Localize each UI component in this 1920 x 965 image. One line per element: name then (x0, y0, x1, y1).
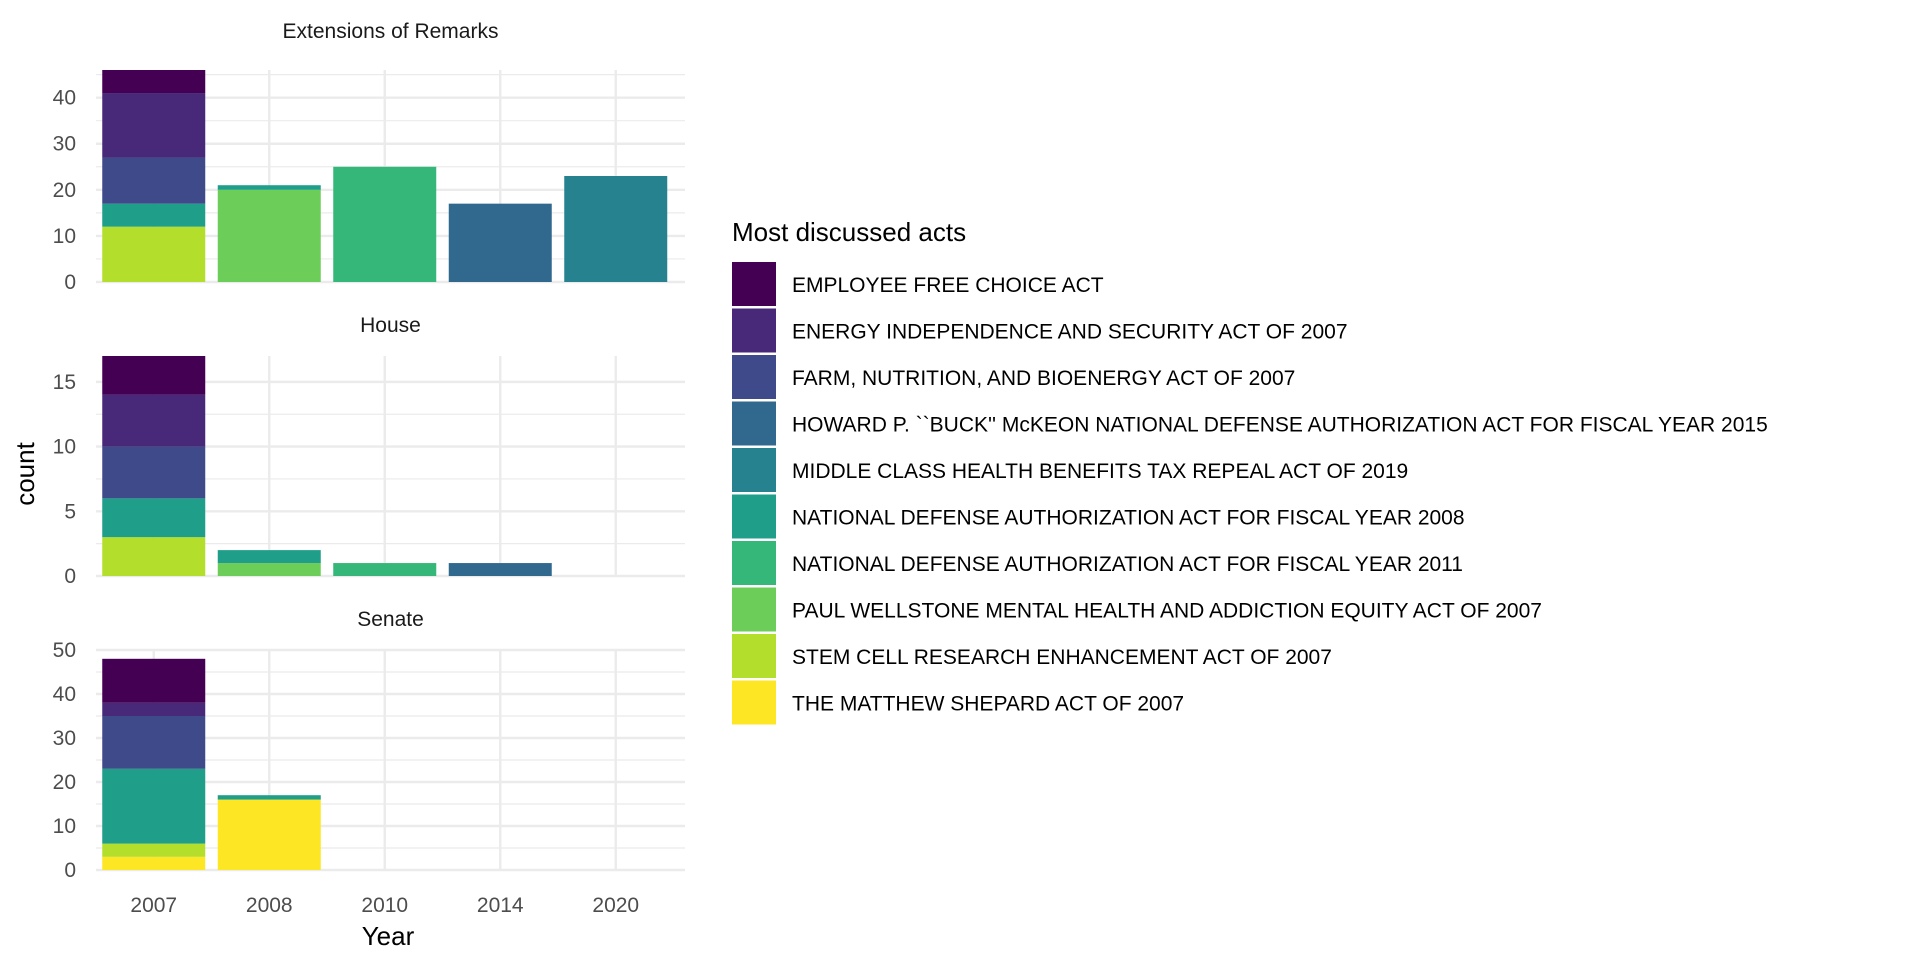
legend-label: HOWARD P. ``BUCK'' McKEON NATIONAL DEFEN… (792, 414, 1768, 437)
x-tick-label: 2014 (477, 894, 524, 917)
bar-segment (102, 226, 206, 282)
facet-panel: Extensions of Remarks 0 10 20 30 40 (53, 20, 685, 294)
legend-swatch (732, 262, 776, 306)
panels-layer: Extensions of Remarks 0 10 20 30 40 House 0 5 10 1… (53, 20, 685, 917)
x-axis: 2007 2008 2010 2014 2020 (130, 894, 639, 917)
y-tick-label: 20 (53, 771, 76, 794)
facet-panel: House 0 5 10 15 (53, 314, 685, 588)
legend-label: STEM CELL RESEARCH ENHANCEMENT ACT OF 20… (792, 646, 1332, 669)
legend-label: MIDDLE CLASS HEALTH BENEFITS TAX REPEAL … (792, 460, 1408, 483)
bar-segment (102, 70, 206, 94)
legend-label: NATIONAL DEFENSE AUTHORIZATION ACT FOR F… (792, 553, 1463, 576)
legend-swatch (732, 541, 776, 585)
legend-label: EMPLOYEE FREE CHOICE ACT (792, 274, 1104, 297)
bar-segment (564, 176, 668, 282)
legend: EMPLOYEE FREE CHOICE ACT ENERGY INDEPENDE… (732, 262, 1768, 725)
y-axis-title: count (10, 441, 40, 505)
legend-swatch (732, 308, 776, 353)
legend-swatch (732, 587, 776, 632)
facet-title: Extensions of Remarks (283, 20, 499, 43)
bar-segment (217, 795, 321, 800)
legend-swatch (732, 494, 776, 539)
legend-label: PAUL WELLSTONE MENTAL HEALTH AND ADDICTI… (792, 600, 1542, 623)
legend-item: THE MATTHEW SHEPARD ACT OF 2007 (732, 680, 1184, 725)
bar-segment (217, 185, 321, 190)
legend-title: Most discussed acts (732, 217, 966, 247)
y-tick-label: 20 (53, 179, 76, 202)
legend-swatch (732, 401, 776, 446)
legend-swatch (732, 680, 776, 725)
facet-title: House (360, 314, 421, 337)
legend-item: FARM, NUTRITION, AND BIOENERGY ACT OF 20… (732, 355, 1295, 399)
y-tick-label: 10 (53, 815, 76, 838)
bar-segment (102, 658, 206, 703)
x-axis-title: Year (362, 921, 415, 951)
bar-segment (102, 856, 206, 870)
legend-swatch (732, 355, 776, 399)
legend-item: NATIONAL DEFENSE AUTHORIZATION ACT FOR F… (732, 541, 1463, 585)
bar-segment (217, 189, 321, 282)
legend-item: HOWARD P. ``BUCK'' McKEON NATIONAL DEFEN… (732, 401, 1768, 446)
bar-segment (102, 716, 206, 769)
facet-title: Senate (357, 608, 424, 631)
y-tick-label: 40 (53, 683, 76, 706)
legend-item: PAUL WELLSTONE MENTAL HEALTH AND ADDICTI… (732, 587, 1542, 632)
bar-segment (102, 93, 206, 158)
bar-segment (102, 498, 206, 538)
x-tick-label: 2010 (361, 894, 408, 917)
x-tick-label: 2008 (246, 894, 293, 917)
facet-panel: Senate 0 10 20 30 40 50 (53, 608, 685, 882)
bar-segment (102, 446, 206, 499)
bar-segment (102, 768, 206, 844)
legend-item: EMPLOYEE FREE CHOICE ACT (732, 262, 1104, 306)
bar-segment (102, 537, 206, 576)
y-tick-label: 50 (53, 639, 76, 662)
bar-segment (217, 563, 321, 576)
y-tick-label: 0 (64, 271, 76, 294)
legend-label: NATIONAL DEFENSE AUTHORIZATION ACT FOR F… (792, 507, 1465, 530)
bar-segment (102, 157, 206, 204)
y-tick-label: 30 (53, 727, 76, 750)
bar-segment (217, 550, 321, 564)
bar-segment (102, 356, 206, 395)
bar-segment (333, 563, 437, 576)
legend-label: FARM, NUTRITION, AND BIOENERGY ACT OF 20… (792, 367, 1295, 390)
legend-item: MIDDLE CLASS HEALTH BENEFITS TAX REPEAL … (732, 448, 1408, 492)
y-tick-label: 0 (64, 565, 76, 588)
y-tick-label: 15 (53, 371, 76, 394)
bar-segment (102, 843, 206, 857)
y-tick-label: 30 (53, 133, 76, 156)
bar-segment (448, 563, 552, 576)
bar-segment (102, 203, 206, 227)
y-tick-label: 10 (53, 436, 76, 459)
bar-segment (217, 799, 321, 870)
legend-swatch (732, 634, 776, 678)
y-tick-label: 5 (64, 500, 76, 523)
bar-segment (333, 166, 437, 282)
y-tick-label: 40 (53, 87, 76, 110)
x-tick-label: 2020 (592, 894, 639, 917)
legend-label: THE MATTHEW SHEPARD ACT OF 2007 (792, 693, 1184, 716)
legend-item: STEM CELL RESEARCH ENHANCEMENT ACT OF 20… (732, 634, 1332, 678)
bar-segment (448, 203, 552, 282)
y-tick-label: 0 (64, 859, 76, 882)
bar-segment (102, 394, 206, 447)
legend-label: ENERGY INDEPENDENCE AND SECURITY ACT OF … (792, 321, 1348, 344)
legend-item: ENERGY INDEPENDENCE AND SECURITY ACT OF … (732, 308, 1348, 353)
y-tick-label: 10 (53, 225, 76, 248)
x-tick-label: 2007 (130, 894, 177, 917)
legend-item: NATIONAL DEFENSE AUTHORIZATION ACT FOR F… (732, 494, 1465, 539)
legend-swatch (732, 448, 776, 492)
bar-segment (102, 702, 206, 716)
